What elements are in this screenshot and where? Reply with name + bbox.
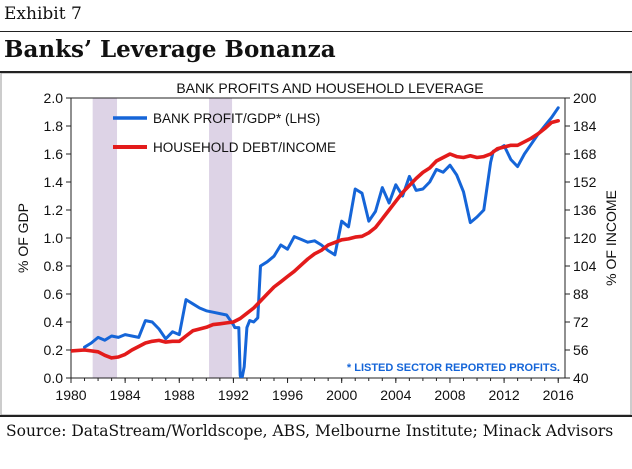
- y-left-tick-label: 2.0: [44, 90, 64, 106]
- y-left-tick-label: 1.2: [44, 202, 64, 218]
- y-right-tick-label: 88: [573, 286, 589, 302]
- title-rule: [0, 71, 632, 73]
- x-tick-label: 1984: [110, 387, 141, 403]
- y-left-tick-label: 1.8: [44, 118, 64, 134]
- x-tick-label: 1996: [272, 387, 303, 403]
- legend-label-bank: BANK PROFIT/GDP* (LHS): [153, 111, 320, 126]
- footer-rule: [0, 415, 632, 417]
- chart: BANK PROFITS AND HOUSEHOLD LEVERAGE 1980…: [0, 73, 632, 415]
- y-left-tick-label: 0.2: [44, 342, 64, 358]
- y-left-tick-label: 0.0: [44, 370, 64, 386]
- page-title: Banks’ Leverage Bonanza: [4, 36, 336, 63]
- y-right-tick-label: 40: [573, 370, 589, 386]
- x-tick-label: 2012: [489, 387, 520, 403]
- y-right-tick-label: 72: [573, 314, 589, 330]
- y-left-tick-label: 1.4: [44, 174, 64, 190]
- exhibit-label: Exhibit 7: [4, 4, 82, 24]
- x-tick-label: 2008: [434, 387, 465, 403]
- x-tick-label: 2004: [380, 387, 411, 403]
- recession-band-1: [92, 98, 118, 378]
- y-left-tick-label: 0.6: [44, 286, 64, 302]
- chart-title: BANK PROFITS AND HOUSEHOLD LEVERAGE: [176, 80, 483, 96]
- y-left-tick-label: 1.6: [44, 146, 64, 162]
- y-axis-right-label: % OF INCOME: [603, 190, 619, 286]
- x-tick-label: 2000: [326, 387, 357, 403]
- y-right-tick-label: 56: [573, 342, 589, 358]
- y-right-tick-label: 104: [573, 258, 597, 274]
- y-right-tick-label: 200: [573, 90, 597, 106]
- x-tick-label: 2016: [543, 387, 574, 403]
- household-debt-line: [71, 119, 560, 360]
- source-note: Source: DataStream/Worldscope, ABS, Melb…: [6, 422, 614, 440]
- y-left-tick-label: 0.8: [44, 258, 64, 274]
- y-left-tick-label: 1.0: [44, 230, 64, 246]
- chart-annotation: * LISTED SECTOR REPORTED PROFITS.: [347, 362, 560, 374]
- y-right-tick-label: 120: [573, 230, 597, 246]
- y-left-tick-label: 0.4: [44, 314, 64, 330]
- y-axis-left-label: % OF GDP: [15, 203, 31, 273]
- top-rule: [0, 31, 632, 32]
- legend-label-household: HOUSEHOLD DEBT/INCOME: [153, 140, 336, 155]
- bank-profit-line: [83, 106, 560, 378]
- y-right-tick-label: 184: [573, 118, 597, 134]
- y-right-tick-label: 136: [573, 202, 597, 218]
- recession-band-2: [209, 98, 233, 378]
- y-right-tick-label: 168: [573, 146, 597, 162]
- y-right-tick-label: 152: [573, 174, 597, 190]
- x-tick-label: 1992: [218, 387, 249, 403]
- x-tick-label: 1988: [164, 387, 195, 403]
- x-tick-label: 1980: [55, 387, 86, 403]
